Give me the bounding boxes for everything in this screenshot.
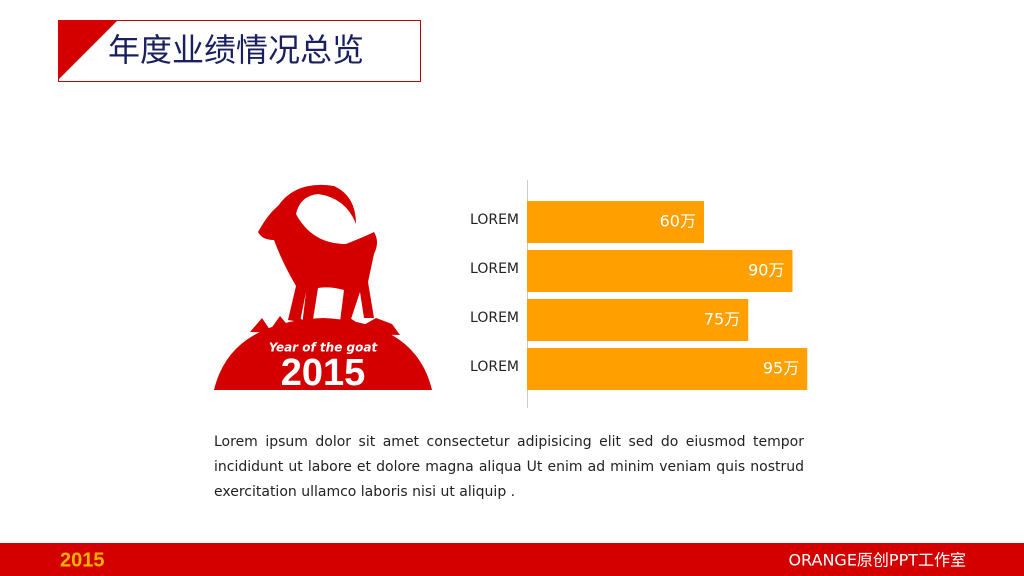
goat-year: 2015 (281, 352, 366, 394)
bar (527, 299, 749, 341)
goat-illustration: Year of the goat 2015 (214, 184, 432, 394)
grass (250, 316, 400, 335)
hill (214, 318, 432, 390)
title-box (58, 20, 421, 82)
bar (527, 250, 793, 292)
footer-bar (0, 543, 1024, 576)
value-label: 95万 (763, 359, 799, 378)
category-label: LOREM (470, 359, 519, 375)
value-label: 90万 (748, 261, 784, 280)
footer-logo: 2015 (60, 549, 105, 571)
goat (258, 184, 377, 326)
value-label: 60万 (660, 212, 696, 231)
title-corner (58, 20, 118, 80)
goat-caption: Year of the goat (269, 341, 379, 355)
bar (527, 201, 704, 243)
footer-brand: ORANGE原创PPT工作室 (788, 551, 966, 570)
category-label: LOREM (470, 261, 519, 277)
category-label: LOREM (470, 310, 519, 326)
page-title: 年度业绩情况总览 (108, 31, 364, 69)
bar (527, 348, 808, 390)
category-label: LOREM (470, 212, 519, 228)
value-label: 75万 (704, 310, 740, 329)
body-paragraph: Lorem ipsum dolor sit amet consectetur a… (214, 434, 804, 500)
